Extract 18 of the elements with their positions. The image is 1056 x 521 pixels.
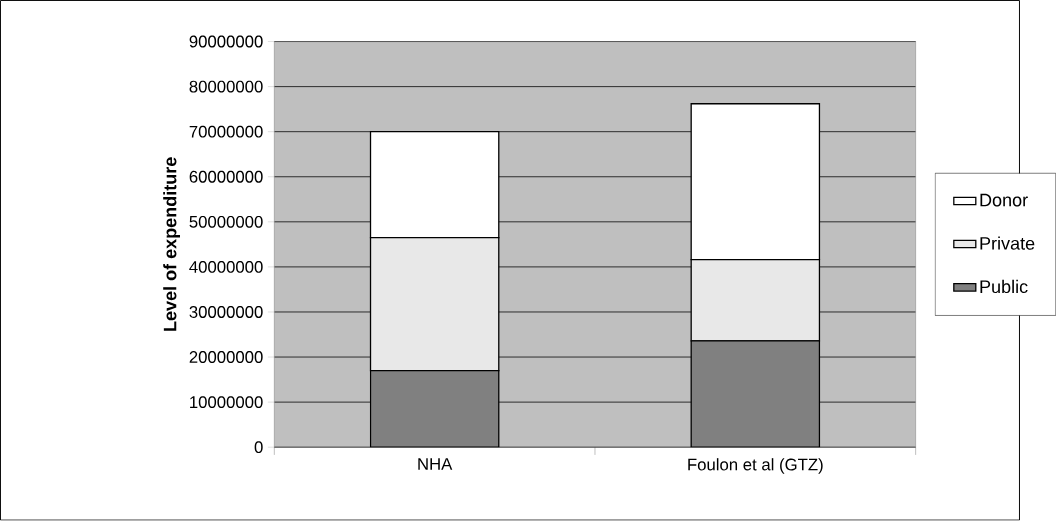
x-tick-label: NHA [418, 458, 453, 470]
y-tick-label: 20000000 [189, 351, 263, 364]
y-tick-label: 70000000 [189, 125, 263, 138]
bar [369, 370, 500, 448]
y-tick-label: 0 [254, 441, 263, 454]
x-tick-label: Foulon et al (GTZ) [688, 458, 823, 474]
y-axis-title: Level of expenditure [163, 157, 180, 332]
bar [690, 340, 821, 448]
y-tick-label: 50000000 [189, 216, 263, 228]
y-tick-label: 10000000 [190, 396, 263, 409]
y-tick-label: 90000000 [189, 35, 263, 48]
y-tick-label: 30000000 [189, 306, 263, 319]
y-tick-label: 80000000 [189, 80, 263, 93]
legend-label: Donor [980, 194, 1028, 207]
y-tick-label: 40000000 [189, 261, 263, 274]
y-tick-label: 60000000 [189, 171, 263, 183]
legend-label: Private [980, 236, 1035, 250]
legend-label: Public [980, 280, 1028, 294]
